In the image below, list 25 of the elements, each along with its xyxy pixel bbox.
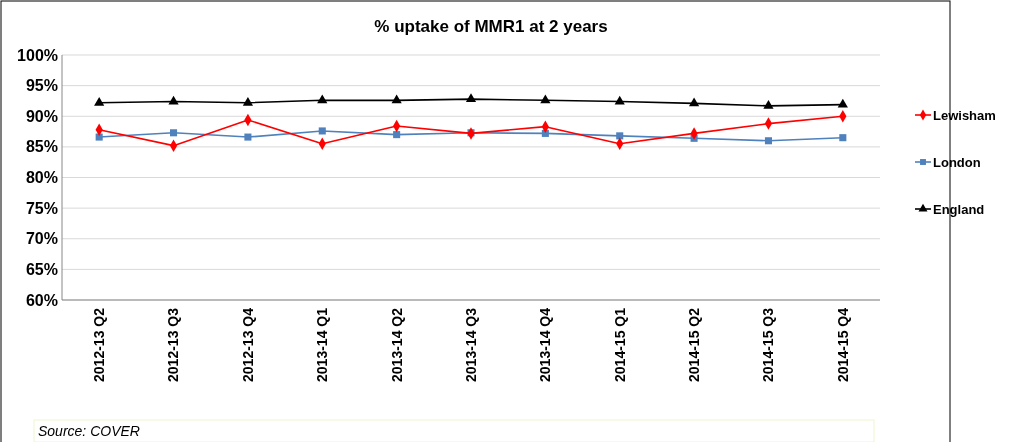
- x-tick-label: 2013-14 Q4: [537, 307, 554, 382]
- x-tick-label: 2013-14 Q3: [462, 307, 479, 382]
- y-tick-label: 100%: [17, 46, 58, 64]
- legend-label: Lewisham: [933, 107, 996, 123]
- legend-label: England: [933, 201, 985, 217]
- source-note: Source: COVER: [38, 423, 140, 439]
- legend-label: London: [933, 154, 981, 170]
- chart-title: % uptake of MMR1 at 2 years: [374, 17, 608, 36]
- y-tick-label: 70%: [25, 230, 58, 248]
- x-tick-label: 2013-14 Q1: [314, 307, 331, 382]
- y-tick-label: 85%: [25, 138, 58, 156]
- x-tick-label: 2014-15 Q1: [611, 307, 628, 382]
- x-tick-label: 2014-15 Q3: [760, 307, 777, 382]
- x-tick-label: 2012-13 Q3: [165, 307, 182, 382]
- x-tick-label: 2014-15 Q2: [685, 307, 702, 382]
- y-tick-label: 65%: [25, 260, 58, 278]
- y-tick-label: 75%: [25, 199, 58, 217]
- x-tick-label: 2014-15 Q4: [834, 307, 851, 382]
- y-tick-label: 80%: [25, 169, 58, 187]
- x-tick-label: 2012-13 Q4: [239, 307, 256, 382]
- x-tick-label: 2012-13 Q2: [91, 307, 108, 382]
- y-tick-label: 90%: [25, 107, 58, 125]
- y-tick-label: 95%: [25, 77, 58, 95]
- y-tick-label: 60%: [25, 291, 58, 309]
- x-tick-label: 2013-14 Q2: [388, 307, 405, 382]
